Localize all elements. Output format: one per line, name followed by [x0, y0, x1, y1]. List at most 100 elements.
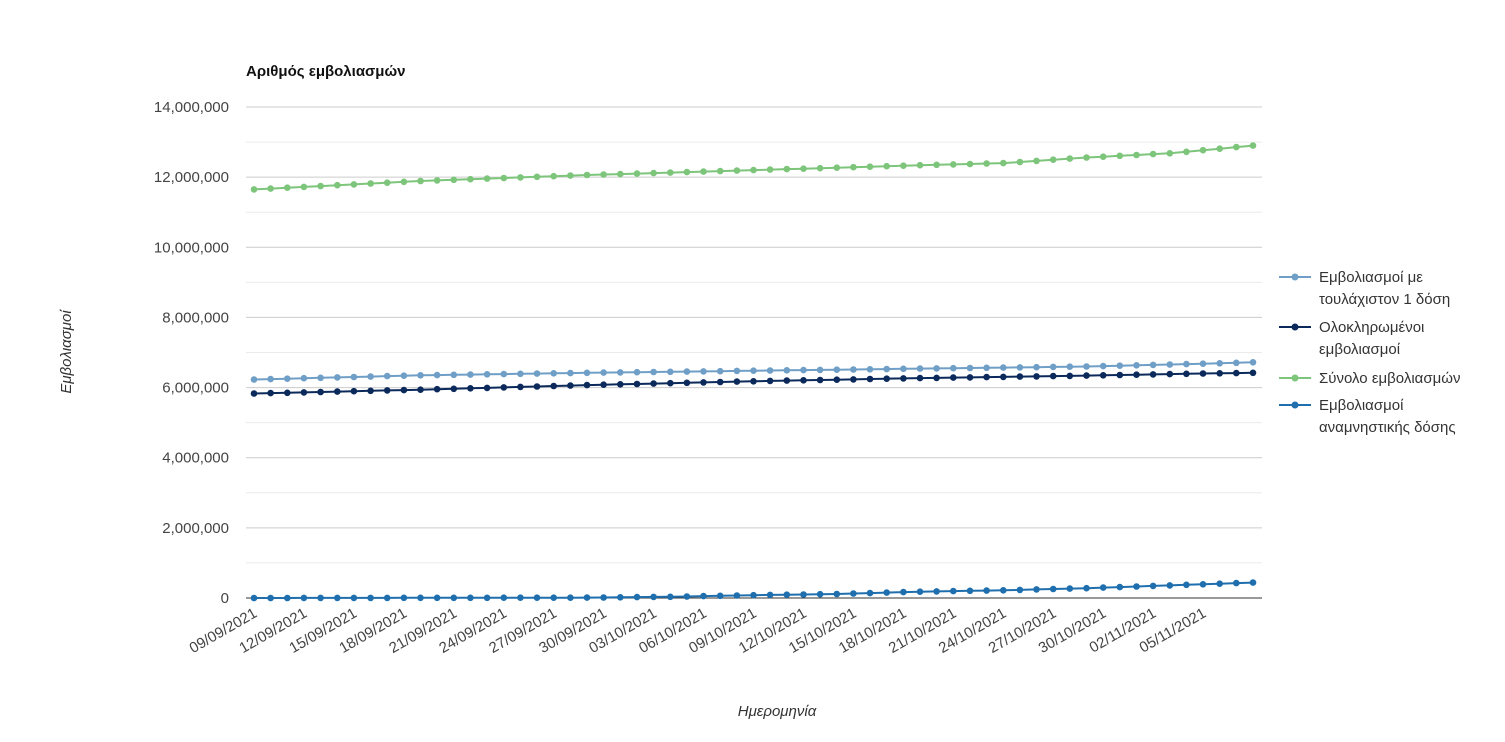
data-point	[833, 376, 841, 384]
data-point	[1066, 363, 1074, 371]
data-point	[650, 593, 657, 601]
data-point	[783, 377, 791, 384]
data-point	[300, 183, 308, 191]
data-point	[450, 371, 458, 379]
data-point	[1116, 362, 1124, 370]
data-point	[916, 365, 924, 372]
data-point	[700, 592, 707, 600]
data-point	[1099, 584, 1107, 591]
data-point	[300, 374, 308, 382]
y-tick-label: 12,000,000	[154, 169, 229, 186]
data-point	[583, 171, 591, 179]
data-point	[1216, 360, 1223, 367]
data-point	[517, 594, 524, 601]
data-point	[650, 169, 657, 177]
data-point	[550, 594, 557, 601]
legend-entry-label: Εμβολιασμοί αναμνηστικής δόσης	[1319, 397, 1456, 436]
data-point	[1033, 157, 1040, 165]
data-point	[733, 167, 741, 174]
data-point	[400, 178, 408, 186]
data-point	[1133, 583, 1140, 590]
data-point	[334, 594, 341, 602]
data-point	[1000, 364, 1007, 371]
data-point	[467, 175, 474, 183]
data-point	[1033, 586, 1040, 593]
data-point	[850, 163, 857, 171]
data-point	[933, 161, 940, 169]
data-point	[633, 170, 641, 177]
data-point	[966, 160, 974, 168]
data-point	[550, 172, 557, 180]
data-point	[633, 593, 641, 601]
data-point	[833, 164, 841, 171]
data-point	[533, 383, 541, 390]
data-point	[900, 588, 907, 596]
data-point	[433, 177, 441, 184]
data-point	[317, 594, 324, 602]
legend-swatch-marker	[1291, 401, 1299, 409]
data-point	[1033, 363, 1040, 371]
data-point	[816, 376, 824, 384]
data-point	[766, 367, 774, 374]
x-axis-title: Ημερομηνία	[738, 703, 817, 720]
data-point	[533, 370, 541, 377]
data-point	[583, 594, 591, 601]
data-point	[1249, 579, 1257, 586]
data-point	[550, 370, 557, 377]
y-tick-label: 0	[221, 590, 229, 607]
y-tick-label: 10,000,000	[154, 239, 229, 256]
data-point	[1233, 143, 1240, 151]
data-point	[284, 389, 291, 397]
data-point	[500, 174, 508, 182]
data-point	[583, 369, 591, 377]
data-point	[1166, 361, 1174, 368]
data-point	[1149, 371, 1157, 378]
data-point	[683, 168, 691, 176]
data-point	[850, 366, 857, 373]
data-point	[600, 594, 607, 601]
data-point	[617, 369, 624, 376]
data-point	[683, 593, 691, 600]
data-point	[500, 370, 508, 378]
data-point	[500, 594, 508, 601]
data-point	[450, 594, 458, 602]
data-point	[633, 380, 641, 388]
data-point	[250, 186, 258, 193]
data-point	[383, 387, 391, 394]
data-point	[1099, 153, 1107, 160]
data-point	[517, 370, 524, 378]
data-point	[267, 389, 274, 397]
data-point	[683, 368, 691, 375]
data-point	[533, 173, 541, 181]
data-point	[550, 382, 557, 390]
data-point	[633, 368, 641, 376]
data-point	[1199, 360, 1207, 368]
data-point	[667, 169, 674, 176]
data-point	[1033, 373, 1040, 380]
data-point	[1000, 587, 1007, 594]
data-point	[900, 162, 907, 169]
data-point	[1233, 359, 1240, 367]
data-point	[800, 591, 807, 598]
data-point	[966, 374, 974, 381]
data-point	[1149, 361, 1157, 369]
data-point	[700, 379, 707, 386]
data-point	[1083, 584, 1090, 592]
data-point	[1233, 579, 1240, 587]
data-point	[1016, 586, 1024, 594]
data-point	[267, 594, 274, 602]
data-point	[733, 378, 741, 385]
data-point	[750, 591, 757, 599]
legend-entry-label: Σύνολο εμβολιασμών	[1319, 370, 1460, 387]
data-point	[267, 375, 274, 383]
data-point	[716, 378, 724, 386]
data-point	[583, 381, 591, 389]
data-point	[600, 171, 607, 178]
data-point	[350, 373, 358, 381]
data-point	[284, 375, 291, 383]
data-point	[500, 384, 508, 391]
data-point	[966, 587, 974, 595]
data-point	[284, 184, 291, 191]
data-point	[850, 590, 857, 597]
data-point	[417, 372, 424, 379]
